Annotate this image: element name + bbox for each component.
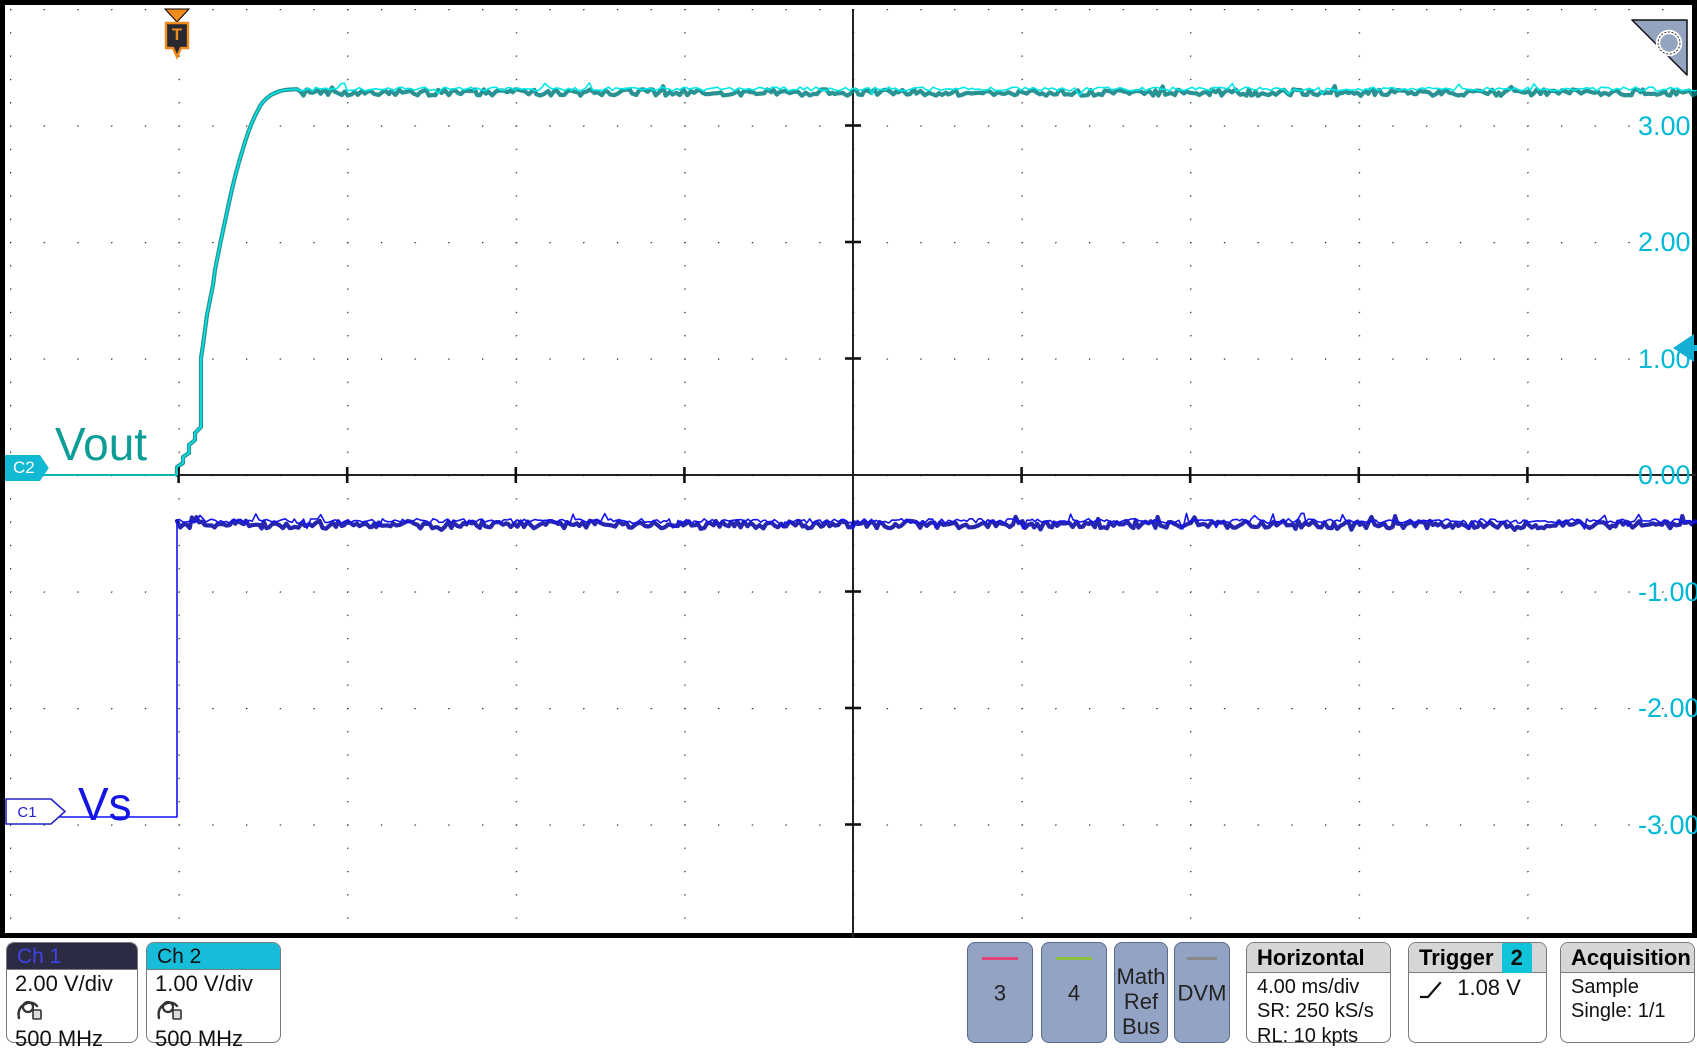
- svg-text:T: T: [172, 25, 183, 44]
- svg-text:C1: C1: [17, 804, 36, 821]
